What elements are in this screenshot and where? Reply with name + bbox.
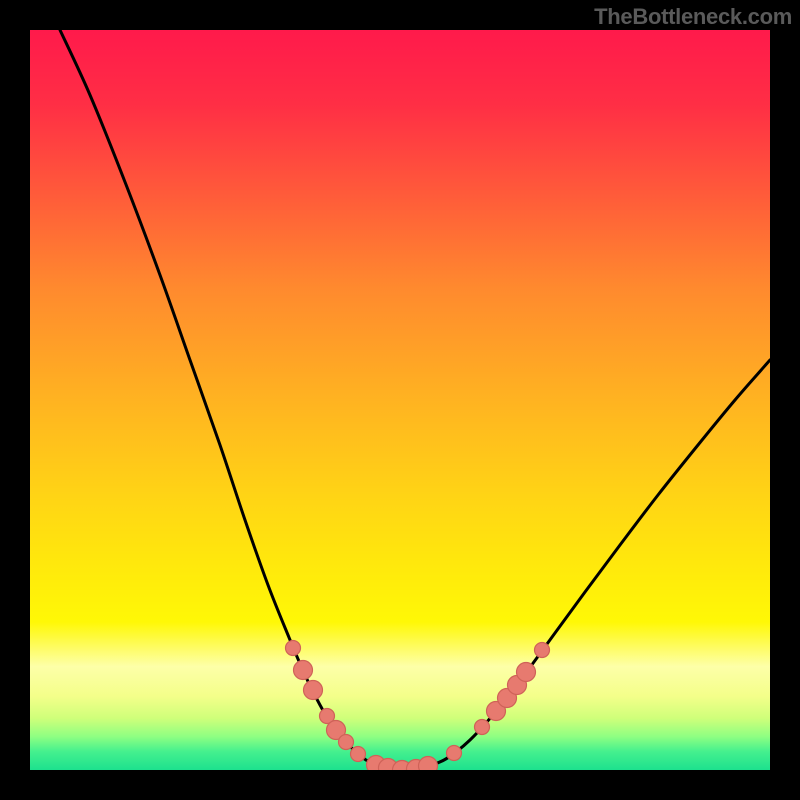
watermark-text: TheBottleneck.com <box>594 4 792 30</box>
plot-area <box>30 30 770 770</box>
bottleneck-curve <box>60 30 770 770</box>
data-marker <box>447 746 462 761</box>
data-marker <box>286 641 301 656</box>
data-marker <box>419 757 438 771</box>
data-marker <box>517 663 536 682</box>
data-marker <box>535 643 550 658</box>
outer-frame: TheBottleneck.com <box>0 0 800 800</box>
chart-svg <box>30 30 770 770</box>
data-marker <box>475 720 490 735</box>
data-marker <box>339 735 354 750</box>
data-marker <box>304 681 323 700</box>
data-marker <box>351 747 366 762</box>
data-marker <box>294 661 313 680</box>
marker-group <box>286 641 550 771</box>
